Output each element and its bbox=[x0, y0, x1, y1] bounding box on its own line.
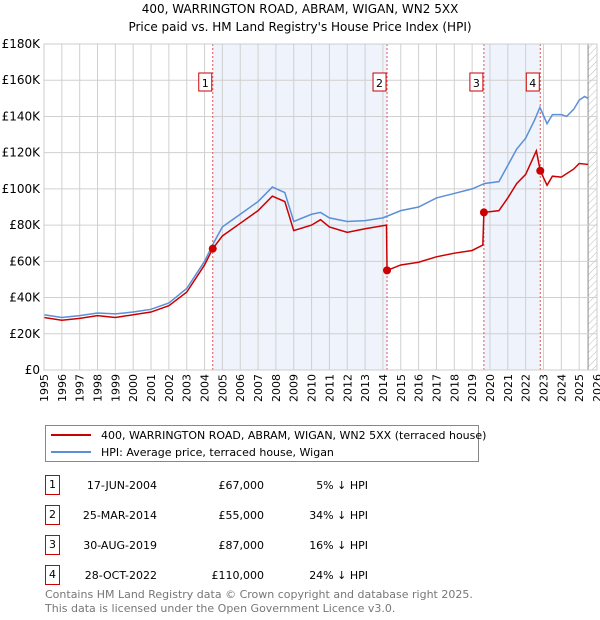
y-tick-label: £20K bbox=[9, 327, 41, 341]
x-tick-label: 2020 bbox=[484, 374, 497, 402]
sale-date: 30-AUG-2019 bbox=[83, 539, 157, 552]
footer-licence: This data is licensed under the Open Gov… bbox=[45, 602, 396, 615]
x-tick-label: 2005 bbox=[216, 374, 229, 402]
y-tick-label: £120K bbox=[2, 146, 42, 160]
sale-label: 2 bbox=[376, 77, 383, 90]
x-tick-label: 1996 bbox=[56, 374, 69, 402]
sale-date: 25-MAR-2014 bbox=[82, 509, 157, 522]
y-tick-label: £40K bbox=[9, 291, 41, 305]
sale-hpi-diff: 16% ↓ HPI bbox=[309, 539, 368, 552]
sale-row: 1 17-JUN-2004 £67,000 5% ↓ HPI bbox=[45, 475, 445, 495]
future-hatched-area bbox=[588, 44, 597, 370]
x-tick-label: 1999 bbox=[109, 374, 122, 402]
plot-border bbox=[43, 43, 598, 371]
x-tick-label: 2002 bbox=[163, 374, 176, 402]
sale-label: 1 bbox=[202, 77, 209, 90]
sale-hpi-diff: 34% ↓ HPI bbox=[309, 509, 368, 522]
y-tick-label: £140K bbox=[2, 109, 42, 123]
sale-price: £67,000 bbox=[218, 479, 265, 492]
x-tick-label: 2013 bbox=[359, 374, 372, 402]
x-tick-label: 2023 bbox=[537, 374, 550, 402]
x-tick-label: 2010 bbox=[306, 374, 319, 402]
sale-number-badge: 2 bbox=[45, 505, 60, 525]
sale-price: £87,000 bbox=[218, 539, 265, 552]
sale-row: 2 25-MAR-2014 £55,000 34% ↓ HPI bbox=[45, 505, 445, 525]
y-tick-label: £100K bbox=[2, 182, 42, 196]
sale-hpi-diff: 5% ↓ HPI bbox=[316, 479, 368, 492]
legend: 400, WARRINGTON ROAD, ABRAM, WIGAN, WN2 … bbox=[45, 425, 486, 462]
sale-label-box bbox=[372, 72, 387, 92]
legend-blue-line bbox=[51, 451, 91, 453]
x-tick-label: 2003 bbox=[181, 374, 194, 402]
x-tick-label: 2025 bbox=[573, 374, 586, 402]
y-tick-label: £180K bbox=[2, 37, 42, 51]
sale-label: 4 bbox=[529, 77, 536, 90]
sale-label-box bbox=[198, 72, 213, 92]
x-tick-label: 2017 bbox=[430, 374, 443, 402]
x-tick-label: 2026 bbox=[591, 374, 600, 402]
x-tick-label: 2018 bbox=[448, 374, 461, 402]
sale-hpi-diff: 24% ↓ HPI bbox=[309, 569, 368, 582]
sale-number-badge: 1 bbox=[45, 475, 60, 495]
sale-row: 3 30-AUG-2019 £87,000 16% ↓ HPI bbox=[45, 535, 445, 555]
sale-number-badge: 3 bbox=[45, 535, 60, 555]
sale-price: £55,000 bbox=[218, 509, 265, 522]
legend-label: 400, WARRINGTON ROAD, ABRAM, WIGAN, WN2 … bbox=[101, 428, 487, 442]
x-tick-label: 2015 bbox=[395, 374, 408, 402]
x-tick-label: 2016 bbox=[413, 374, 426, 402]
sale-point bbox=[479, 208, 488, 217]
y-tick-label: £80K bbox=[9, 218, 41, 232]
legend-item-property: 400, WARRINGTON ROAD, ABRAM, WIGAN, WN2 … bbox=[51, 427, 486, 443]
x-tick-label: 2021 bbox=[502, 374, 515, 402]
x-tick-label: 2011 bbox=[323, 374, 336, 402]
sale-label: 3 bbox=[473, 77, 480, 90]
sale-label-box bbox=[525, 72, 540, 92]
x-tick-label: 2012 bbox=[341, 374, 354, 402]
chart-subtitle: Price paid vs. HM Land Registry's House … bbox=[128, 20, 472, 34]
y-tick-label: £60K bbox=[9, 254, 41, 268]
sale-number-badge: 4 bbox=[45, 565, 60, 585]
shaded-ownership-period bbox=[483, 44, 541, 370]
sale-point bbox=[536, 166, 545, 175]
x-tick-label: 1998 bbox=[92, 374, 105, 402]
x-tick-label: 1997 bbox=[74, 374, 87, 402]
x-tick-label: 2014 bbox=[377, 374, 390, 402]
sale-date: 28-OCT-2022 bbox=[84, 569, 157, 582]
sale-point bbox=[208, 244, 217, 253]
x-tick-label: 2024 bbox=[555, 374, 568, 402]
series-line-property bbox=[43, 148, 589, 321]
x-tick-label: 2009 bbox=[288, 374, 301, 402]
series-line-hpi bbox=[43, 95, 589, 319]
x-tick-label: 2006 bbox=[234, 374, 247, 402]
footer-copyright: Contains HM Land Registry data © Crown c… bbox=[45, 588, 473, 601]
x-tick-label: 2008 bbox=[270, 374, 283, 402]
x-tick-label: 2022 bbox=[520, 374, 533, 402]
legend-red-line bbox=[51, 434, 91, 436]
shaded-ownership-period bbox=[212, 44, 388, 370]
y-tick-label: £0 bbox=[25, 363, 40, 377]
chart-title: 400, WARRINGTON ROAD, ABRAM, WIGAN, WN2 … bbox=[141, 2, 459, 16]
x-tick-label: 1995 bbox=[38, 374, 51, 402]
sale-point bbox=[383, 266, 392, 275]
x-tick-label: 2000 bbox=[127, 374, 140, 402]
price-chart: 1995 1996 1997 1998 1999 2000 2001 2002 2003 2004… bbox=[2, 37, 600, 402]
x-tick-label: 2001 bbox=[145, 374, 158, 402]
x-tick-label: 2019 bbox=[466, 374, 479, 402]
legend-item-hpi: HPI: Average price, terraced house, Wiga… bbox=[51, 444, 334, 460]
sale-date: 17-JUN-2004 bbox=[86, 479, 157, 492]
sale-row: 4 28-OCT-2022 £110,000 24% ↓ HPI bbox=[45, 565, 445, 585]
x-tick-label: 2004 bbox=[199, 374, 212, 402]
sale-label-box bbox=[469, 72, 484, 92]
sale-price: £110,000 bbox=[211, 569, 265, 582]
legend-label: HPI: Average price, terraced house, Wiga… bbox=[101, 445, 334, 459]
x-tick-label: 2007 bbox=[252, 374, 265, 402]
y-tick-label: £160K bbox=[2, 73, 42, 87]
